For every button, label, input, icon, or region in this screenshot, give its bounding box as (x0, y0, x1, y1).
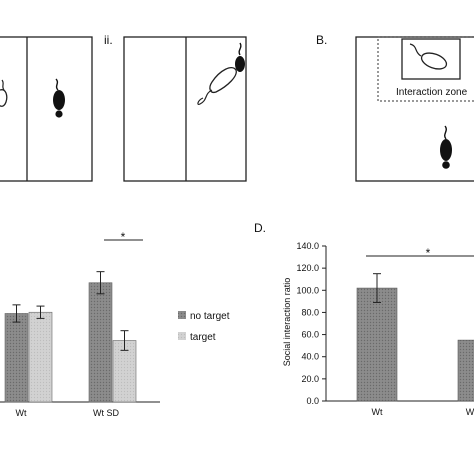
mouse-outline-icon (0, 89, 8, 107)
panel-label-ii: ii. (104, 33, 113, 47)
x-tick-label: W (466, 407, 474, 417)
chart-left: Wt Wt SD * no target target (0, 230, 230, 418)
bar-target (28, 311, 53, 403)
interaction-zone-label: Interaction zone (396, 87, 468, 98)
mouse-icon (440, 125, 452, 169)
arena-panel-i (0, 36, 93, 182)
mouse-icon (53, 78, 65, 118)
y-tick-label: 140.0 (296, 241, 319, 251)
legend: no target target (178, 311, 230, 343)
panel-label-d: D. (254, 221, 266, 235)
y-tick-label: 80.0 (301, 307, 319, 317)
interaction-zone-border (377, 36, 474, 102)
mouse-tail-icon (1, 79, 5, 91)
x-tick-label: Wt (16, 408, 27, 418)
y-tick-label: 40.0 (301, 352, 319, 362)
significance-star: * (121, 230, 126, 244)
arena-box-ii (123, 36, 247, 182)
arena-box-i (0, 36, 93, 182)
bar-no-target (88, 282, 113, 403)
target-enclosure (401, 38, 461, 80)
x-tick-label: Wt SD (93, 408, 119, 418)
y-tick-label: 0.0 (306, 396, 319, 406)
bar-no-target (4, 313, 29, 403)
mouse-icon (235, 42, 245, 72)
y-axis-title: Social interaction ratio (282, 278, 292, 367)
mouse-outline-icon (409, 43, 448, 70)
x-tick-label: Wt (372, 407, 383, 417)
panel-label-b: B. (316, 33, 327, 47)
mouse-outline-icon (197, 67, 237, 105)
legend-swatch-no-target (178, 311, 186, 319)
y-tick-label: 20.0 (301, 374, 319, 384)
bar-social-interaction-ratio (457, 339, 474, 402)
arena-box-b (355, 36, 474, 182)
y-tick-label: 60.0 (301, 330, 319, 340)
y-tick-label: 120.0 (296, 263, 319, 273)
legend-label-target: target (190, 332, 216, 343)
chart-right: D. Social interaction ratio 0.0 20.0 40.0 6… (254, 221, 474, 417)
legend-swatch-target (178, 332, 186, 340)
y-tick-label: 100.0 (296, 285, 319, 295)
legend-label-no-target: no target (190, 311, 230, 322)
arena-panel-ii: ii. (104, 33, 247, 182)
arena-panel-b: B. Interaction zone (316, 33, 474, 182)
bar-social-interaction-ratio (356, 287, 398, 402)
significance-star: * (426, 246, 431, 260)
